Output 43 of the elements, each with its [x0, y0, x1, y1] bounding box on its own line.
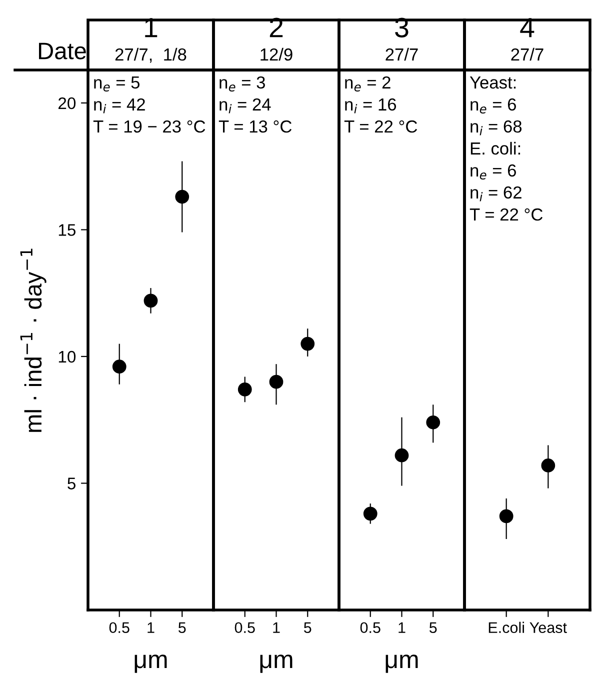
x-tick-label: 5 — [178, 622, 186, 634]
x-axis-title: μm — [134, 654, 167, 673]
y-tick-label: 20 — [58, 97, 76, 110]
annotation: n$_{i}$ = 68 — [470, 120, 522, 136]
x-tick-label: 5 — [304, 622, 312, 634]
annotation: T = 22 °C — [344, 120, 418, 133]
annotation: n$_{i}$ = 24 — [220, 98, 271, 114]
x-tick-label: 0.5 — [109, 622, 130, 634]
x-tick-label: E.coli — [488, 622, 524, 634]
annotation: n$_{e}$ = 3 — [220, 76, 265, 92]
chart-subtitle: 27/7 — [386, 48, 418, 61]
annotation: T = 19 − 23 °C — [93, 120, 206, 133]
annotation: n$_{i}$ = 62 — [470, 186, 522, 202]
annotation: T = 13 °C — [218, 120, 292, 133]
x-axis-title: μm — [260, 654, 292, 673]
x-tick-label: 0.5 — [234, 622, 255, 634]
point — [175, 190, 190, 204]
chart-subtitle: 12/9 — [260, 48, 292, 61]
text: Date — [39, 42, 86, 60]
x-tick-label: 5 — [429, 622, 437, 634]
x-tick-label: 1 — [398, 622, 406, 633]
x-tick-label: Yeast — [530, 622, 567, 634]
chart-subtitle: 27/7, 1/8 — [115, 48, 186, 63]
x-tick-label: 0.5 — [360, 622, 380, 634]
x-axis-title: μm — [386, 654, 418, 673]
point — [112, 360, 126, 374]
annotation: n$_{i}$ = 42 — [94, 98, 145, 114]
annotation: T = 22 °C — [470, 208, 543, 221]
annotation: Yeast: — [470, 76, 516, 89]
y-tick-label: 15 — [58, 224, 76, 236]
y-axis-title: ml · ind$^{−1}$ · day$^{−1}$ — [20, 248, 46, 432]
annotation: n$_{i}$ = 16 — [345, 98, 396, 114]
annotation: n$_{e}$ = 2 — [345, 76, 390, 92]
annotation: E. coli: — [470, 142, 520, 155]
chart-subtitle: 27/7 — [511, 48, 544, 61]
annotation: n$_{e}$ = 5 — [94, 76, 140, 92]
point — [144, 294, 158, 308]
y-tick-label: 10 — [58, 350, 76, 363]
annotation: n$_{e}$ = 6 — [470, 164, 516, 180]
x-tick-label: 1 — [148, 622, 154, 633]
annotation: n$_{e}$ = 6 — [470, 98, 516, 114]
y-tick-label: 5 — [68, 478, 76, 490]
x-tick-label: 1 — [273, 622, 280, 633]
